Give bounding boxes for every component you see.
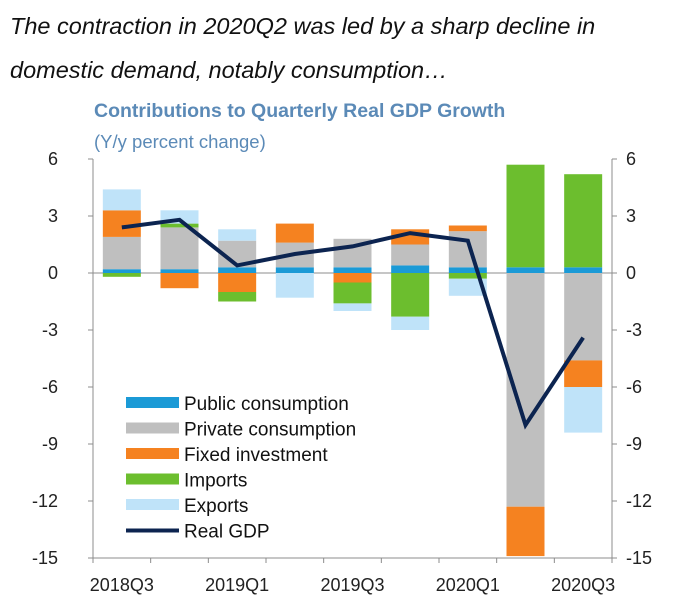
bar-fixed-investment: [275, 223, 314, 243]
bar-public-consumption: [506, 267, 545, 273]
chart-subtitle: (Y/y percent change): [94, 131, 266, 152]
y-tick-label-left: 3: [48, 206, 58, 226]
bar-exports: [391, 316, 430, 330]
legend-swatch-imports: [126, 473, 179, 485]
bar-private-consumption: [102, 236, 141, 270]
bar-fixed-investment: [564, 360, 603, 387]
bar-public-consumption: [391, 265, 430, 273]
legend-swatch-fixed-investment: [126, 448, 179, 459]
y-tick-label-left: -6: [42, 377, 58, 397]
bar-private-consumption: [448, 231, 487, 268]
legend-label-real-gdp: Real GDP: [184, 522, 270, 543]
y-tick-label-right: 3: [626, 206, 636, 226]
bar-imports: [564, 174, 603, 268]
legend-label-private-consumption: Private consumption: [184, 420, 356, 441]
chart-title: Contributions to Quarterly Real GDP Grow…: [94, 100, 506, 122]
bar-exports: [448, 278, 487, 296]
bar-private-consumption: [506, 273, 545, 507]
bar-fixed-investment: [506, 506, 545, 557]
bar-exports: [275, 273, 314, 298]
bar-fixed-investment: [448, 225, 487, 232]
bar-private-consumption: [564, 273, 603, 361]
bar-public-consumption: [448, 267, 487, 273]
y-tick-label-left: -15: [32, 548, 58, 568]
headline: The contraction in 2020Q2 was led by a s…: [10, 13, 596, 83]
bar-imports: [102, 273, 141, 277]
x-tick-label: 2020Q3: [551, 575, 615, 595]
bar-imports: [218, 292, 257, 302]
bar-public-consumption: [102, 269, 141, 273]
bar-imports: [391, 273, 430, 317]
x-tick-label: 2019Q3: [320, 575, 384, 595]
bar-public-consumption: [275, 267, 314, 273]
y-tick-label-left: 6: [48, 149, 58, 169]
bar-exports: [102, 189, 141, 211]
bar-imports: [160, 223, 199, 228]
bar-public-consumption: [333, 267, 372, 273]
legend-swatch-exports: [126, 499, 179, 510]
legend-label-fixed-investment: Fixed investment: [184, 445, 328, 466]
y-tick-label-right: 6: [626, 149, 636, 169]
bar-fixed-investment: [218, 273, 257, 292]
y-tick-label-right: -9: [626, 434, 642, 454]
bar-public-consumption: [218, 267, 257, 273]
legend-label-public-consumption: Public consumption: [184, 394, 349, 415]
bar-exports: [564, 387, 603, 433]
legend-label-exports: Exports: [184, 496, 248, 517]
y-tick-label-right: 0: [626, 263, 636, 283]
y-tick-label-right: -12: [626, 491, 652, 511]
y-tick-label-left: -12: [32, 491, 58, 511]
y-tick-label-right: -6: [626, 377, 642, 397]
bar-imports: [333, 282, 372, 304]
bar-fixed-investment: [102, 210, 141, 237]
x-tick-label: 2020Q1: [436, 575, 500, 595]
y-tick-label-right: -3: [626, 320, 642, 340]
bar-fixed-investment: [333, 273, 372, 283]
bar-public-consumption: [564, 267, 603, 273]
legend-label-imports: Imports: [184, 471, 247, 492]
bar-fixed-investment: [160, 273, 199, 289]
y-tick-label-right: -15: [626, 548, 652, 568]
bar-private-consumption: [391, 244, 430, 266]
y-tick-label-left: -9: [42, 434, 58, 454]
y-tick-label-left: -3: [42, 320, 58, 340]
bar-public-consumption: [160, 269, 199, 273]
bar-private-consumption: [160, 227, 199, 270]
bar-imports: [448, 273, 487, 279]
bar-exports: [218, 229, 257, 241]
legend-swatch-public-consumption: [126, 397, 179, 408]
x-tick-label: 2018Q3: [90, 575, 154, 595]
y-tick-label-left: 0: [48, 263, 58, 283]
bar-imports: [506, 164, 545, 268]
bar-exports: [333, 303, 372, 311]
legend-swatch-private-consumption: [126, 422, 179, 434]
x-tick-label: 2019Q1: [205, 575, 269, 595]
